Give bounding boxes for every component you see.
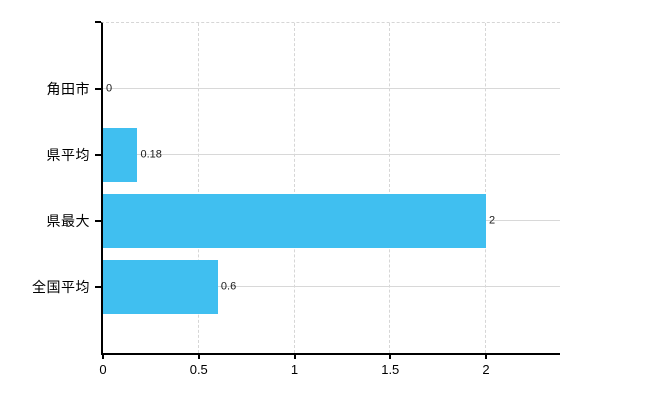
x-axis-tick [293,355,296,359]
x-axis-tick-label: 1 [290,362,299,377]
x-axis-tick-label: 1.5 [381,362,400,377]
category-label: 県平均 [46,147,90,163]
bar-value-label: 2 [489,214,496,227]
bar [103,128,138,182]
bar [103,194,486,248]
horizontal-gridline [103,286,560,287]
bar-value-label: 0.18 [140,148,162,161]
y-axis-tick [95,220,101,222]
bar [103,260,218,314]
category-label: 角田市 [46,81,90,97]
bar-value-label: 0.6 [220,280,237,293]
category-label: 県最大 [46,213,90,229]
x-axis-tick-label: 0 [99,362,107,377]
x-axis-tick-label: 0.5 [189,362,208,377]
horizontal-gridline [103,88,560,89]
x-axis-tick [485,355,487,359]
vertical-gridline [197,23,199,353]
vertical-gridline [485,23,486,353]
y-axis-end-tick [95,21,101,23]
vertical-gridline [389,23,391,353]
x-axis-tick [102,355,104,359]
plot-area: 0 0.18 2 0.6 [101,22,560,355]
horizontal-gridline [103,154,560,155]
y-axis-tick [95,154,101,156]
y-axis-tick [95,88,101,90]
y-axis-tick [95,286,101,288]
category-label: 全国平均 [32,279,90,295]
x-axis-tick [197,355,200,359]
bar-value-label: 0 [106,82,113,95]
x-axis-tick [389,355,392,359]
vertical-gridline [293,23,295,353]
x-axis-tick-label: 2 [482,362,490,377]
